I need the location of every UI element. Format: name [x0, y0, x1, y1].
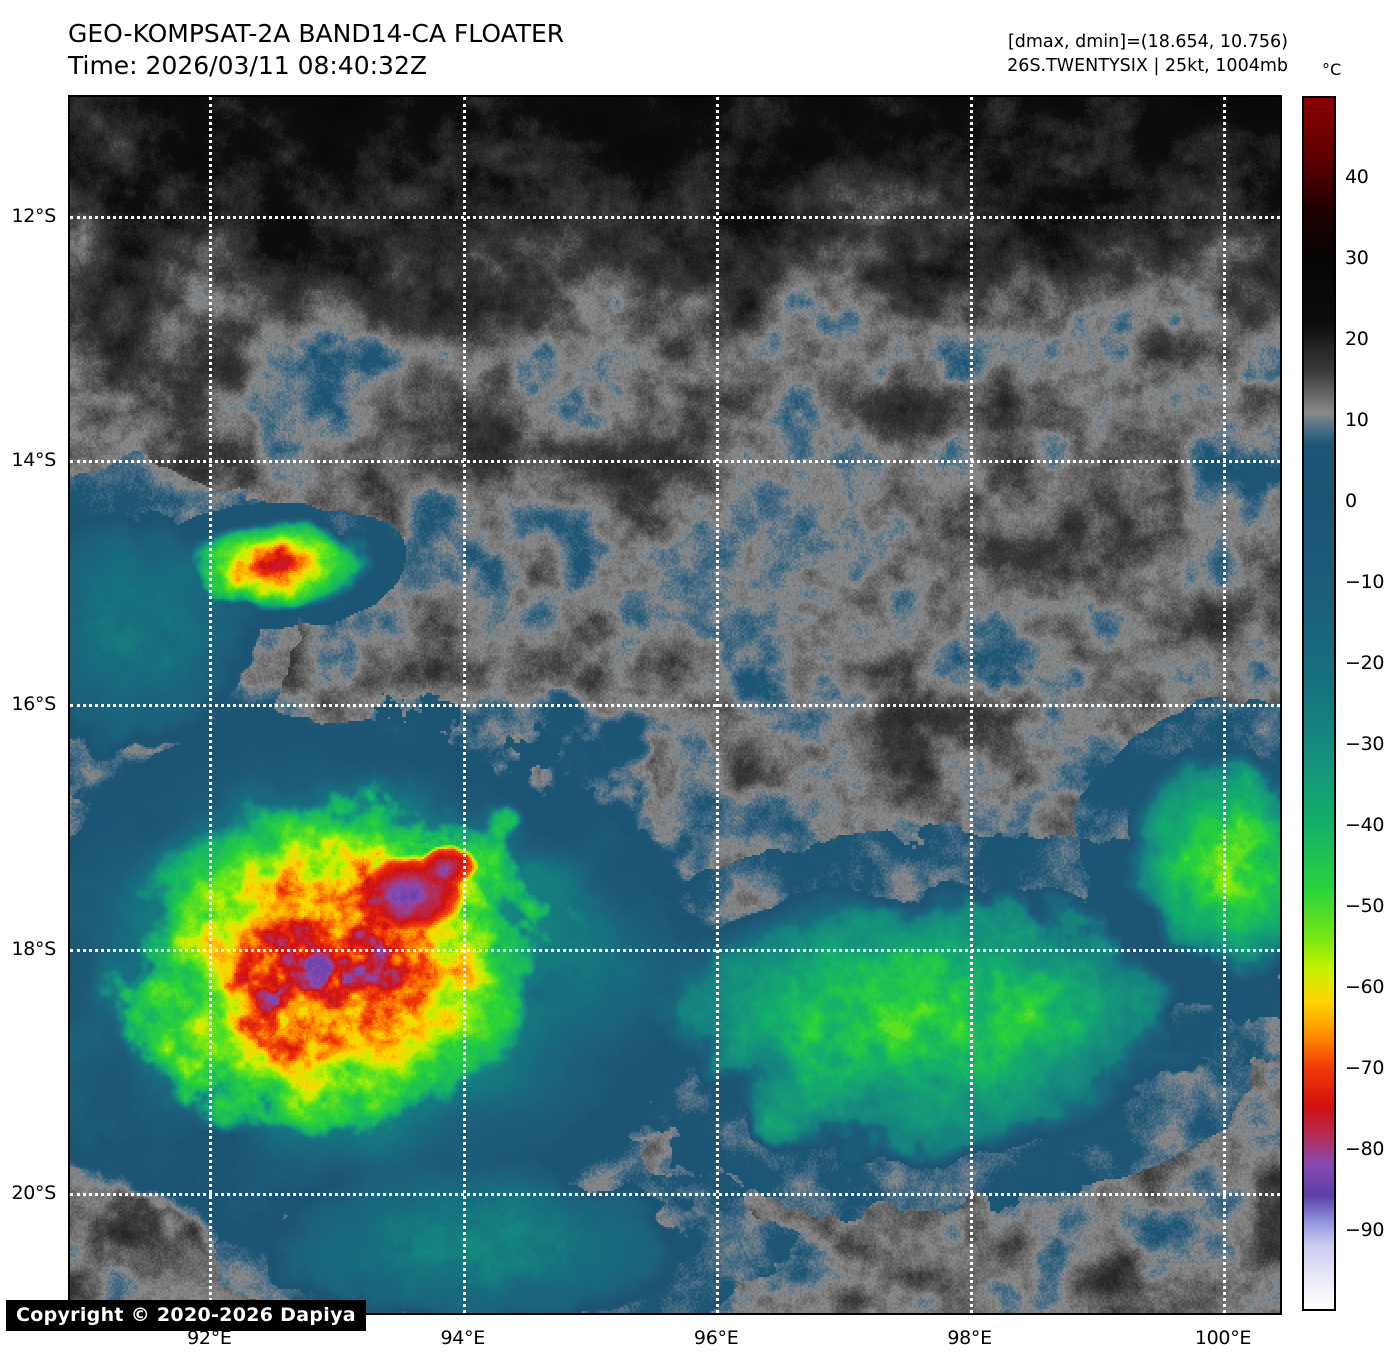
- colorbar-tick-label: 0: [1345, 490, 1357, 512]
- observation-time: Time: 2026/03/11 08:40:32Z: [68, 51, 427, 80]
- colorbar-tick-label: 10: [1345, 409, 1369, 431]
- colorbar-unit-label: °C: [1322, 60, 1342, 79]
- colorbar-gradient: [1304, 98, 1334, 1309]
- page-title: GEO-KOMPSAT-2A BAND14-CA FLOATER: [68, 19, 565, 48]
- colorbar-tick-label: 20: [1345, 328, 1369, 350]
- latitude-tick-label: 14°S: [11, 448, 56, 471]
- colorbar-tick-label: −50: [1345, 895, 1385, 917]
- colorbar-tick-label: 30: [1345, 247, 1369, 269]
- colorbar-tick-label: −80: [1345, 1138, 1385, 1160]
- longitude-tick-label: 98°E: [947, 1327, 992, 1349]
- colorbar-tick-label: −60: [1345, 976, 1385, 998]
- latitude-tick-label: 20°S: [11, 1182, 56, 1205]
- colorbar-tick-label: −70: [1345, 1057, 1385, 1079]
- colorbar-tick-label: 40: [1345, 166, 1369, 188]
- longitude-tick-label: 92°E: [187, 1327, 232, 1349]
- infrared-satellite-imagery: [70, 97, 1280, 1313]
- header-title-block: GEO-KOMPSAT-2A BAND14-CA FLOATER Time: 2…: [68, 18, 564, 82]
- temperature-colorbar[interactable]: [1302, 96, 1336, 1311]
- longitude-tick-label: 100°E: [1194, 1327, 1252, 1349]
- copyright-watermark: Copyright © 2020-2026 Dapiya: [6, 1300, 366, 1331]
- colorbar-tick-label: −30: [1345, 733, 1385, 755]
- dmax-dmin-readout: [dmax, dmin]=(18.654, 10.756): [1007, 32, 1288, 52]
- storm-info-readout: 26S.TWENTYSIX | 25kt, 1004mb: [1007, 56, 1288, 76]
- longitude-tick-label: 94°E: [440, 1327, 486, 1349]
- latitude-tick-label: 12°S: [11, 204, 56, 227]
- latitude-tick-label: 18°S: [11, 937, 56, 960]
- colorbar-tick-label: −90: [1345, 1219, 1385, 1241]
- colorbar-tick-label: −40: [1345, 814, 1385, 836]
- satellite-plot-area[interactable]: [68, 95, 1282, 1315]
- longitude-tick-label: 96°E: [693, 1327, 739, 1349]
- latitude-tick-label: 16°S: [11, 693, 56, 716]
- header-info-block: [dmax, dmin]=(18.654, 10.756) 26S.TWENTY…: [1007, 30, 1288, 78]
- colorbar-tick-label: −20: [1345, 652, 1385, 674]
- colorbar-tick-label: −10: [1345, 571, 1385, 593]
